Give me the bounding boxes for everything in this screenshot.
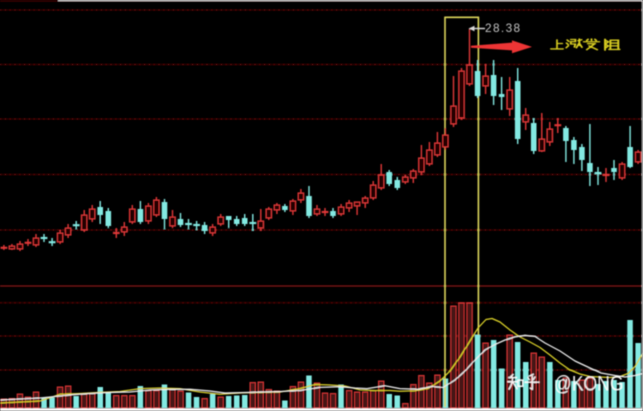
svg-text:@KONG: @KONG <box>554 372 624 396</box>
svg-text:28.38: 28.38 <box>485 21 522 35</box>
